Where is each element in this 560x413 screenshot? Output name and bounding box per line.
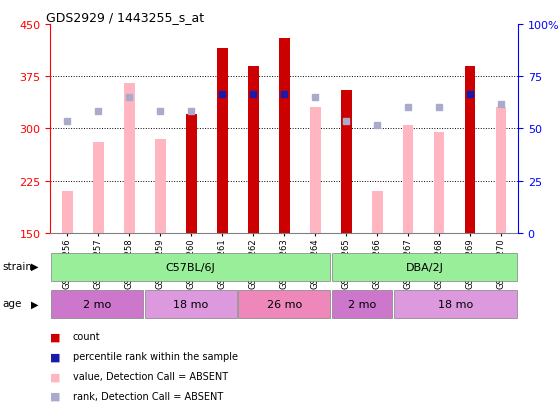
Text: count: count [73,332,100,342]
Bar [332,254,517,281]
Bar [403,126,413,233]
Bar [155,140,166,233]
Text: 2 mo: 2 mo [83,299,111,310]
Text: ■: ■ [50,332,61,342]
Text: ■: ■ [50,371,61,381]
Bar [332,291,393,318]
Text: rank, Detection Call = ABSENT: rank, Detection Call = ABSENT [73,391,223,401]
Text: value, Detection Call = ABSENT: value, Detection Call = ABSENT [73,371,228,381]
Text: ■: ■ [50,391,61,401]
Text: percentile rank within the sample: percentile rank within the sample [73,351,238,361]
Bar [145,291,236,318]
Bar [310,108,320,233]
Text: strain: strain [3,261,33,271]
Text: DBA/2J: DBA/2J [405,262,444,273]
Text: age: age [3,299,22,309]
Bar [62,192,73,233]
Text: 26 mo: 26 mo [267,299,302,310]
Bar [394,291,517,318]
Bar [248,66,259,233]
Bar [93,143,104,233]
Bar [433,133,445,233]
Bar [279,39,290,233]
Bar [186,115,197,233]
Bar [372,192,382,233]
Bar [217,49,228,233]
Text: GDS2929 / 1443255_s_at: GDS2929 / 1443255_s_at [46,11,204,24]
Text: ▶: ▶ [31,299,38,309]
Text: C57BL/6J: C57BL/6J [166,262,216,273]
Bar [465,66,475,233]
Bar [340,91,352,233]
Text: 18 mo: 18 mo [438,299,473,310]
Bar [496,108,506,233]
Text: 2 mo: 2 mo [348,299,376,310]
Text: ■: ■ [50,351,61,361]
Bar [52,291,143,318]
Bar [52,254,330,281]
Text: ▶: ▶ [31,261,38,271]
Text: 18 mo: 18 mo [173,299,208,310]
Bar [239,291,330,318]
Bar [124,84,135,233]
